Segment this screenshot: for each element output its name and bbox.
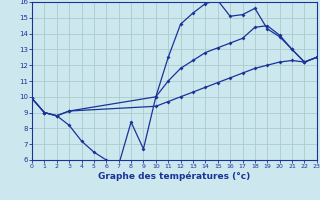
X-axis label: Graphe des températures (°c): Graphe des températures (°c) [98,172,251,181]
